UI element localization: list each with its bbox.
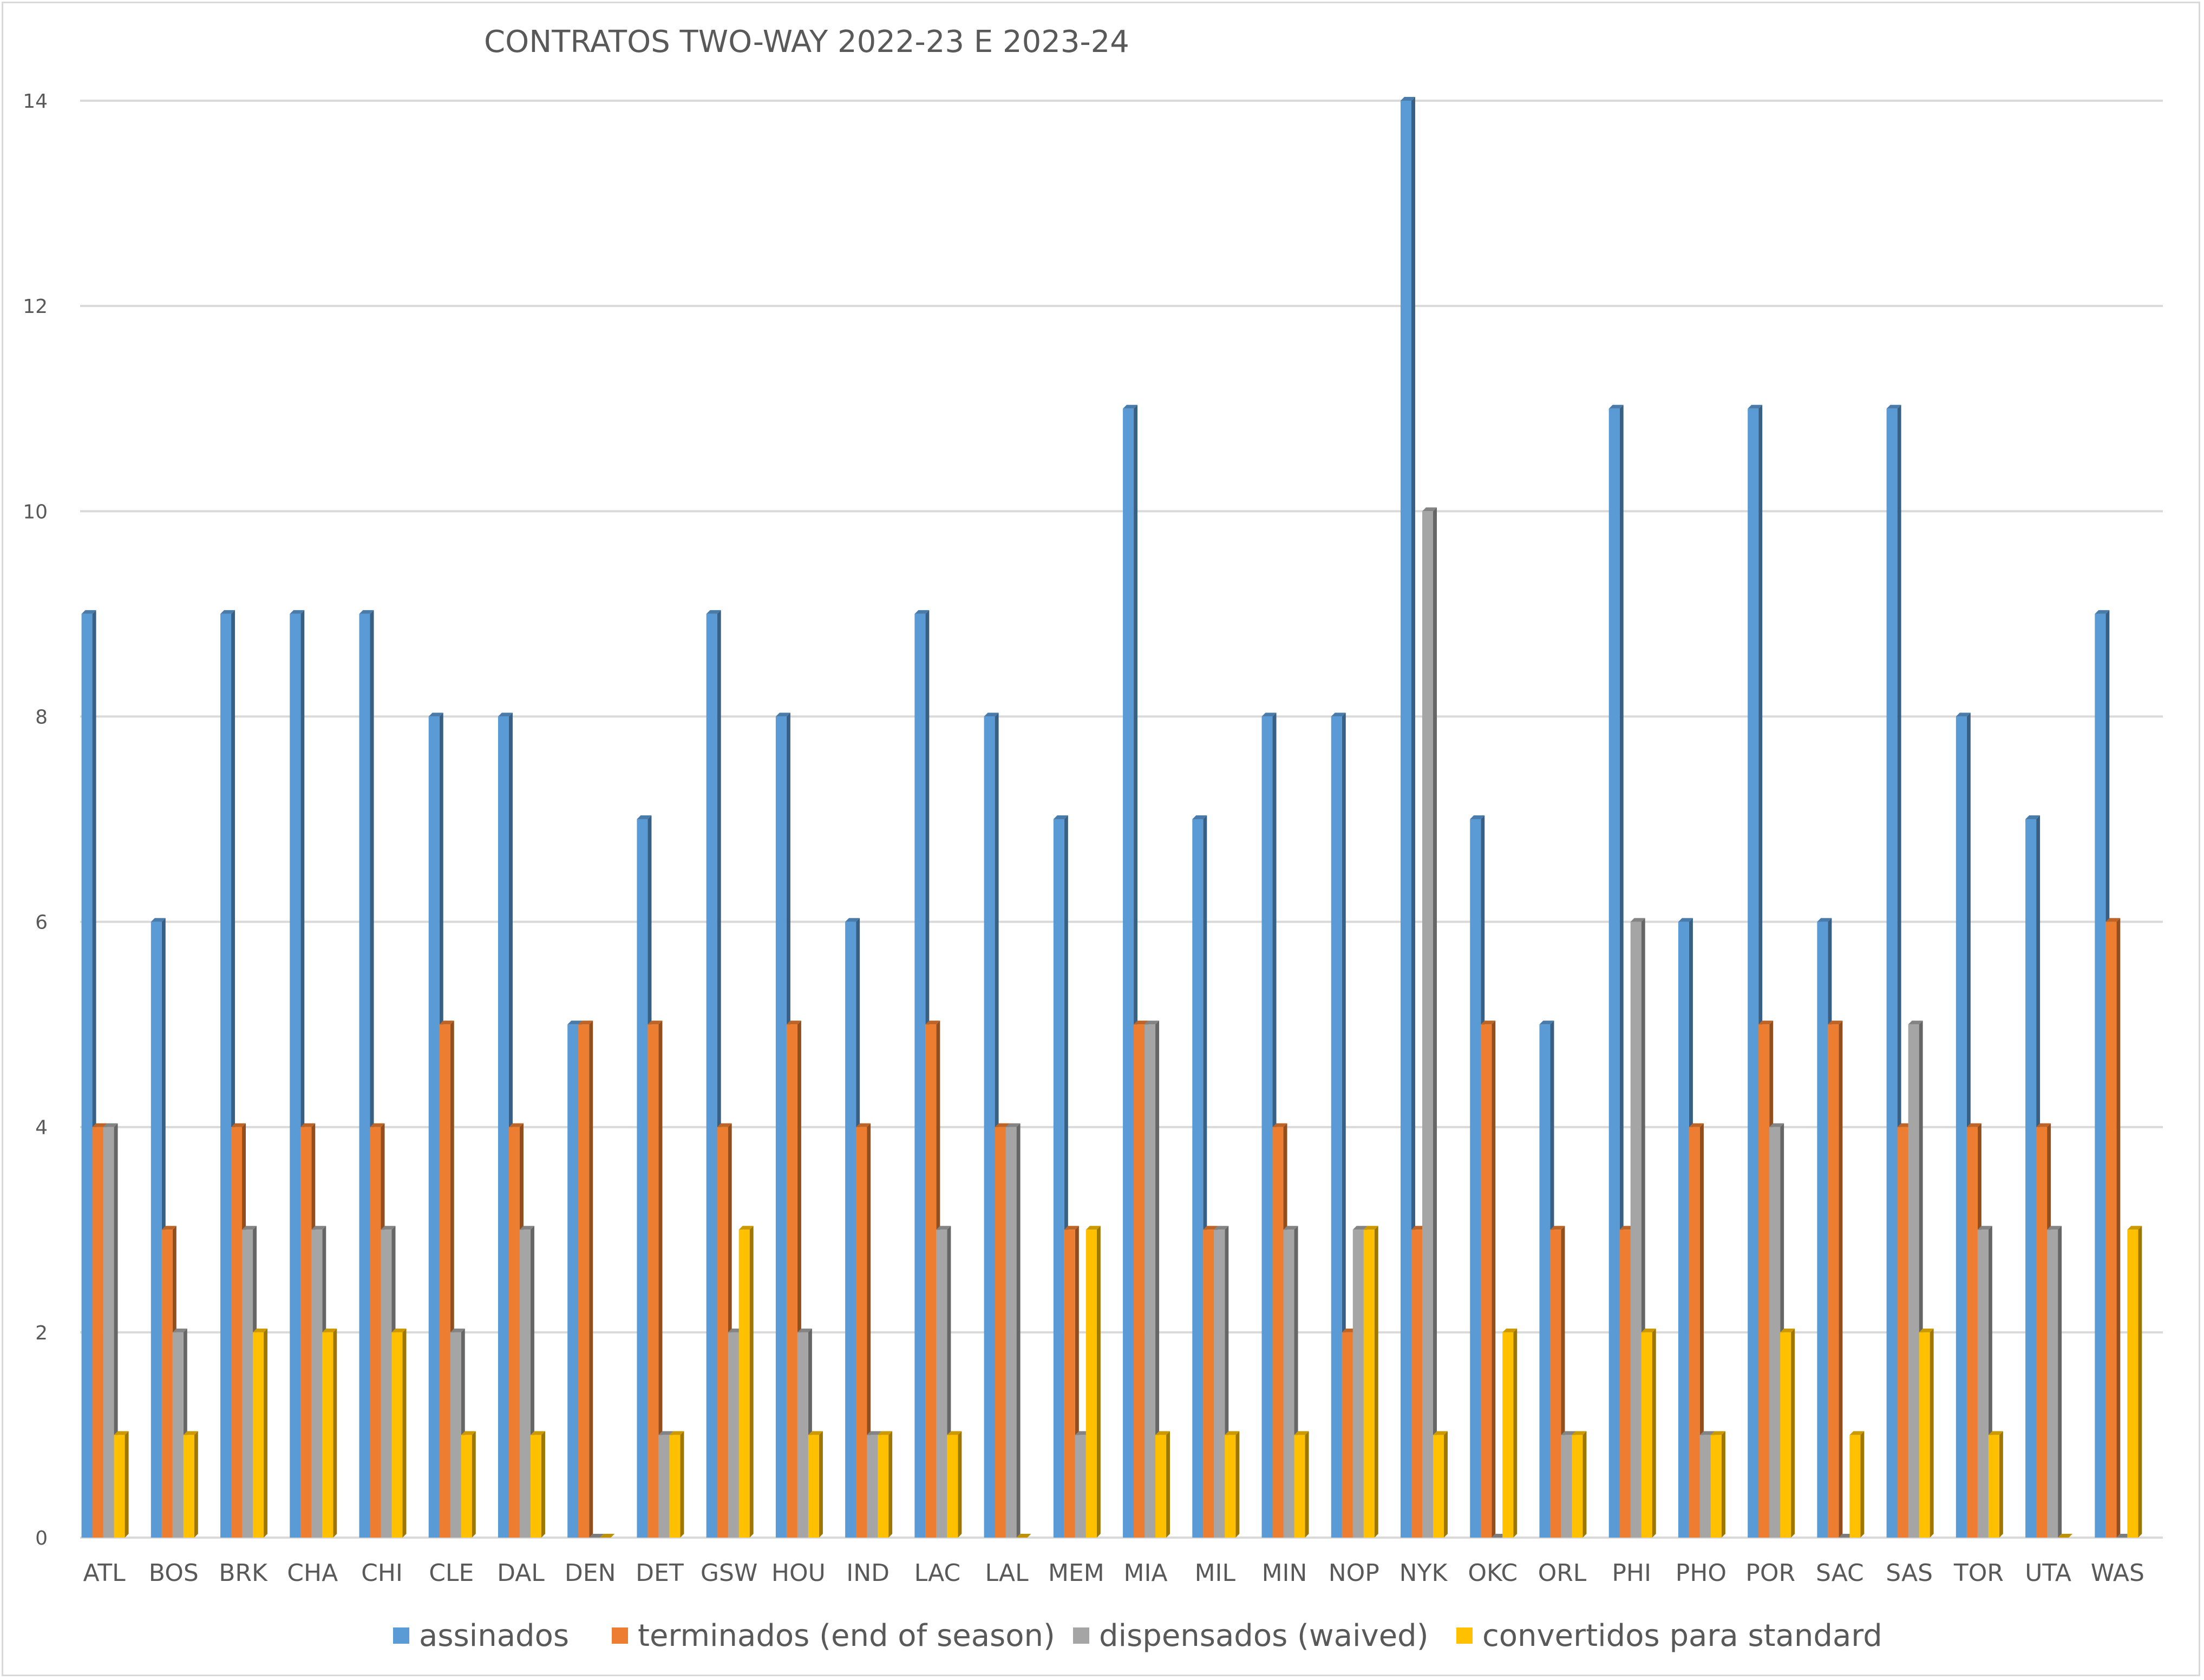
y-tick-label: 14 — [23, 90, 48, 113]
bar-HOU-3 — [808, 1431, 823, 1538]
x-tick-label: PHO — [1676, 1559, 1726, 1587]
legend-swatch — [1073, 1627, 1089, 1644]
x-tick-label: GSW — [701, 1559, 758, 1587]
x-tick-label: MEM — [1048, 1559, 1104, 1587]
x-tick-label: CHI — [361, 1559, 403, 1587]
y-tick-label: 0 — [35, 1527, 48, 1550]
x-tick-label: NOP — [1329, 1559, 1379, 1587]
bar-PHI-3 — [1641, 1328, 1656, 1538]
bar-POR-3 — [1780, 1328, 1795, 1538]
y-axis-ticks: 0 2 4 6 8 10 12 14 — [23, 90, 48, 1550]
bar-SAC-1 — [1828, 1021, 1843, 1538]
bar-WAS-1 — [2105, 918, 2121, 1538]
y-tick-label: 10 — [23, 501, 48, 523]
legend-label: convertidos para standard — [1482, 1618, 1882, 1653]
bar-CHA-3 — [322, 1328, 337, 1538]
bar-SAS-3 — [1919, 1328, 1934, 1538]
bar-MIA-2 — [1144, 1021, 1160, 1538]
bar-UTA-2 — [2047, 1226, 2062, 1538]
bar-DET-1 — [648, 1021, 663, 1538]
bar-PHO-3 — [1710, 1431, 1725, 1538]
bar-BOS-3 — [183, 1431, 198, 1538]
bar-NOP-3 — [1363, 1226, 1378, 1538]
legend-label: dispensados (waived) — [1099, 1618, 1429, 1653]
x-tick-label: MIL — [1195, 1559, 1236, 1587]
x-tick-label: NYK — [1399, 1559, 1448, 1587]
x-tick-label: CLE — [429, 1559, 474, 1587]
bar-LAL-2 — [1005, 1123, 1021, 1538]
bar-MIA-3 — [1155, 1431, 1170, 1538]
x-tick-label: SAS — [1886, 1559, 1933, 1587]
bar-SAC-3 — [1849, 1431, 1865, 1538]
bar-NYK-3 — [1433, 1431, 1448, 1538]
legend-swatch — [393, 1627, 409, 1644]
x-tick-label: DAL — [497, 1559, 545, 1587]
legend-swatch — [1456, 1627, 1473, 1644]
bar-ATL-3 — [114, 1431, 129, 1538]
x-tick-label: ORL — [1538, 1559, 1587, 1587]
x-tick-label: POR — [1745, 1559, 1795, 1587]
bar-UTA-3 — [2058, 1534, 2073, 1538]
bar-DAL-3 — [530, 1431, 545, 1538]
x-tick-label: ATL — [83, 1559, 126, 1587]
bar-LAC-3 — [947, 1431, 962, 1538]
x-tick-label: SAC — [1816, 1559, 1864, 1587]
legend-item-3: convertidos para standard — [1456, 1618, 1882, 1653]
x-tick-label: MIN — [1262, 1559, 1307, 1587]
bar-OKC-1 — [1481, 1021, 1496, 1538]
x-tick-label: TOR — [1953, 1559, 2004, 1587]
y-tick-label: 8 — [35, 706, 48, 728]
x-tick-label: OKC — [1468, 1559, 1518, 1587]
bar-LAL-3 — [1016, 1534, 1031, 1538]
bar-NYK-2 — [1422, 507, 1437, 1538]
bar-BRK-3 — [253, 1328, 268, 1538]
x-axis-categories: ATL BOS BRK CHA CHI CLE DAL DEN DET GSW HOU IND LAC L… — [83, 1559, 2144, 1587]
legend-item-1: terminados (end of season) — [612, 1618, 1055, 1653]
x-tick-label: LAC — [914, 1559, 961, 1587]
x-tick-label: WAS — [2091, 1559, 2144, 1587]
bar-NYK-0 — [1400, 97, 1415, 1538]
x-tick-label: CHA — [287, 1559, 338, 1587]
bar-CLE-3 — [461, 1431, 476, 1538]
x-tick-label: UTA — [2025, 1559, 2071, 1587]
bars — [81, 97, 2142, 1538]
bar-WAS-3 — [2127, 1226, 2142, 1538]
bar-CHI-3 — [391, 1328, 407, 1538]
bar-MIN-3 — [1294, 1431, 1309, 1538]
x-tick-label: DET — [636, 1559, 684, 1587]
x-tick-label: BOS — [149, 1559, 199, 1587]
legend-label: assinados — [419, 1618, 569, 1653]
x-tick-label: HOU — [771, 1559, 826, 1587]
bar-DEN-1 — [578, 1021, 593, 1538]
x-tick-label: MIA — [1124, 1559, 1168, 1587]
bar-MIL-3 — [1225, 1431, 1240, 1538]
bar-ORL-3 — [1572, 1431, 1587, 1538]
y-tick-label: 2 — [35, 1322, 48, 1344]
y-tick-label: 12 — [23, 296, 48, 318]
x-tick-label: PHI — [1612, 1559, 1651, 1587]
x-tick-label: IND — [846, 1559, 890, 1587]
chart-title: CONTRATOS TWO-WAY 2022-23 E 2023-24 — [484, 24, 1129, 60]
bar-MEM-3 — [1085, 1226, 1101, 1538]
bar-OKC-3 — [1502, 1328, 1518, 1538]
x-tick-label: BRK — [219, 1559, 268, 1587]
legend-item-0: assinados — [393, 1618, 569, 1653]
legend-item-2: dispensados (waived) — [1073, 1618, 1429, 1653]
bar-DEN-3 — [600, 1534, 615, 1538]
legend-label: terminados (end of season) — [638, 1618, 1055, 1653]
x-tick-label: DEN — [565, 1559, 616, 1587]
bar-TOR-3 — [1988, 1431, 2003, 1538]
y-tick-label: 4 — [35, 1117, 48, 1139]
y-tick-label: 6 — [35, 912, 48, 934]
bar-IND-3 — [878, 1431, 893, 1538]
legend-swatch — [612, 1627, 628, 1644]
x-tick-label: LAL — [985, 1559, 1029, 1587]
bar-GSW-3 — [738, 1226, 754, 1538]
gridlines — [80, 100, 2163, 1539]
bar-DEN-2 — [589, 1534, 604, 1538]
bar-DET-3 — [669, 1431, 684, 1538]
legend: assinados terminados (end of season) dispe… — [393, 1618, 1882, 1653]
